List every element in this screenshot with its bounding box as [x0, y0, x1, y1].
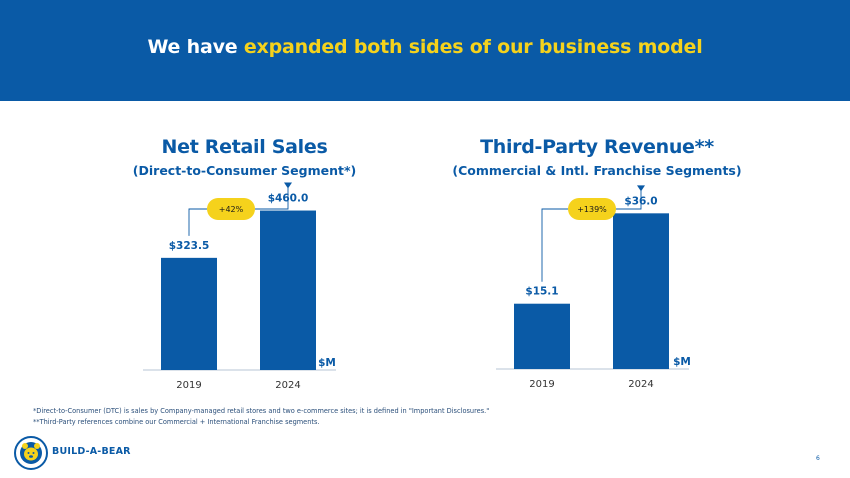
bar-2024	[613, 213, 669, 369]
logo-wordmark: BUILD-A-BEAR	[52, 446, 131, 457]
page-number: 6	[816, 455, 820, 462]
footnote-dtc: *Direct-to-Consumer (DTC) is sales by Co…	[33, 407, 490, 415]
growth-connector-right	[255, 184, 289, 210]
data-label-2019: $15.1	[525, 286, 558, 298]
x-tick-label-2024: 2024	[628, 379, 653, 390]
bar-2019	[161, 257, 217, 370]
growth-badge-label: +139%	[577, 205, 607, 214]
data-label-2019: $323.5	[169, 240, 210, 252]
header-banner	[0, 0, 850, 101]
growth-connector-right	[616, 187, 642, 210]
growth-connector-left	[541, 208, 568, 282]
footnote-third-party: **Third-Party references combine our Com…	[33, 418, 320, 426]
growth-connector-left	[188, 208, 207, 236]
unit-label: $M	[673, 356, 691, 368]
x-tick-label-2019: 2019	[529, 379, 554, 390]
chart-title-third-party: Third-Party Revenue**	[480, 136, 714, 158]
growth-arrow-head	[637, 185, 645, 192]
unit-label: $M	[318, 357, 336, 369]
title-highlight: expanded both sides of our business mode…	[243, 36, 703, 58]
growth-badge	[568, 198, 616, 220]
chart-subtitle-net-retail: (Direct-to-Consumer Segment*)	[132, 163, 357, 178]
growth-badge-label: +42%	[219, 205, 244, 214]
bar-2024	[260, 210, 316, 370]
chart-subtitle-third-party: (Commercial & Intl. Franchise Segments)	[452, 163, 742, 178]
bar-2019	[514, 303, 570, 369]
x-tick-label-2024: 2024	[275, 380, 300, 391]
chart-title-net-retail: Net Retail Sales	[161, 136, 328, 158]
title-prefix: We have	[147, 36, 244, 58]
x-tick-label-2019: 2019	[176, 380, 201, 391]
build-a-bear-logo-icon	[14, 436, 48, 470]
growth-badge	[207, 198, 255, 220]
growth-arrow-head	[284, 182, 292, 189]
page-title: We have expanded both sides of our busin…	[0, 36, 850, 58]
